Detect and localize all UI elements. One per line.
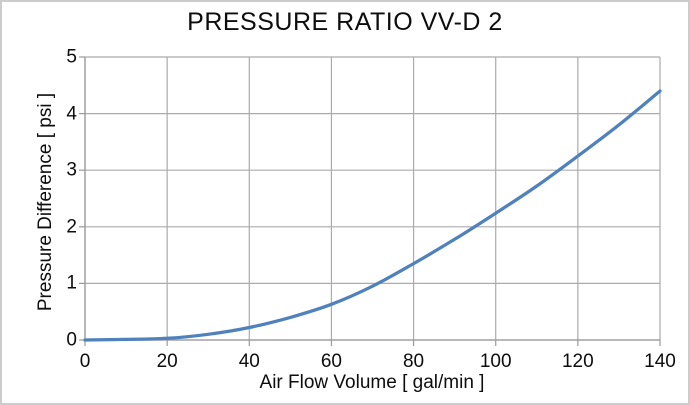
x-tick-label: 60 (320, 351, 342, 372)
y-tick-label: 0 (66, 329, 77, 351)
x-tick-label: 140 (644, 351, 676, 372)
x-tick-label: 40 (238, 351, 260, 372)
chart-title: PRESSURE RATIO VV-D 2 (187, 8, 503, 36)
y-tick-label: 5 (66, 46, 77, 68)
x-tick-label: 80 (402, 351, 425, 372)
x-tick-label: 0 (79, 351, 91, 372)
y-tick-label: 2 (66, 216, 77, 238)
pressure-difference-curve (83, 89, 662, 342)
x-axis-title: Air Flow Volume [ gal/min ] (259, 372, 485, 393)
y-tick-label: 4 (66, 103, 77, 125)
x-tick-label: 120 (561, 351, 594, 372)
y-tick-label: 3 (66, 159, 77, 181)
x-tick-label: 20 (156, 351, 178, 372)
y-tick-label: 1 (66, 272, 77, 294)
x-tick-label: 100 (479, 351, 512, 372)
